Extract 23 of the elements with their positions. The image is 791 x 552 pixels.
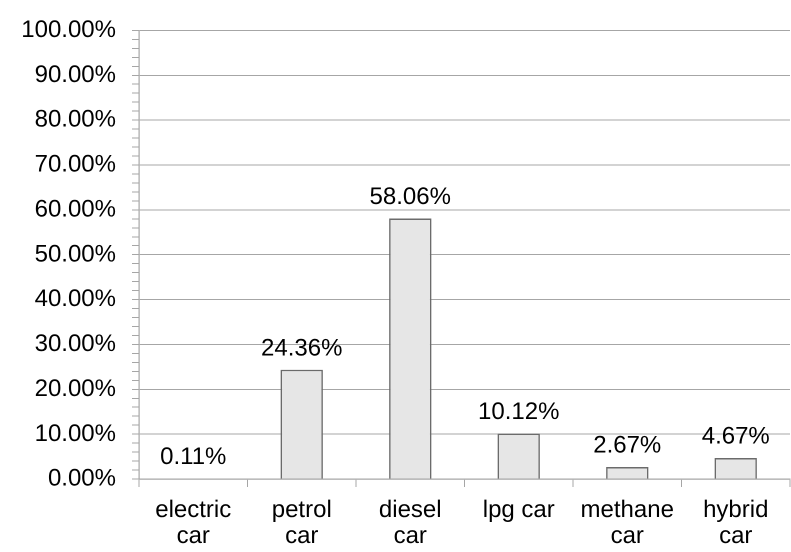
x-tick-label: electric car: [155, 496, 232, 550]
y-tick-label: 90.00%: [34, 60, 116, 88]
y-tick-label: 10.00%: [34, 420, 116, 447]
y-tick-label: 80.00%: [34, 106, 116, 133]
y-tick-label: 60.00%: [34, 195, 116, 222]
y-tick-label: 70.00%: [34, 150, 116, 178]
y-tick-label: 20.00%: [34, 374, 116, 402]
x-tick-label: diesel car: [378, 496, 442, 550]
y-tick-label: 30.00%: [34, 330, 116, 358]
x-tick-label: methane car: [580, 496, 674, 550]
y-tick-label: 40.00%: [34, 285, 116, 312]
data-label: 58.06%: [370, 183, 451, 210]
data-label: 10.12%: [478, 398, 560, 426]
data-label: 24.36%: [261, 334, 342, 362]
x-tick-label: hybrid car: [703, 496, 768, 550]
x-tick-label: petrol car: [272, 496, 332, 550]
y-tick-label: 100.00%: [21, 16, 116, 44]
data-label: 2.67%: [593, 432, 662, 459]
data-label: 0.11%: [160, 443, 226, 470]
y-tick-label: 50.00%: [34, 240, 116, 268]
data-label: 4.67%: [702, 422, 770, 450]
x-tick-label: lpg car: [482, 496, 555, 523]
y-tick-label: 0.00%: [48, 464, 116, 492]
